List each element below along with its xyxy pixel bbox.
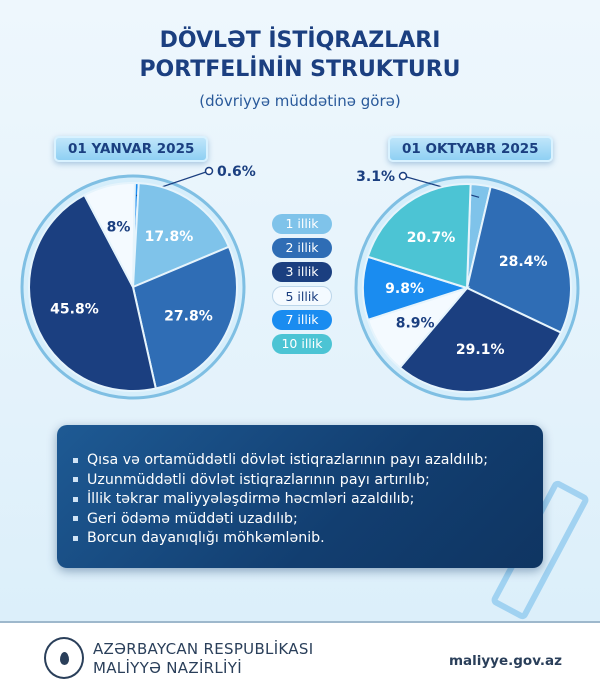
pie-slice-3-illik [28,193,158,392]
callout-dot [204,166,214,176]
org-line-2: MALİYYƏ NAZİRLİYİ [93,659,242,677]
legend-item: 5 illik [272,286,332,306]
legend-item: 10 illik [272,334,332,354]
state-emblem-icon [44,637,84,679]
pie-slice-1-illik [131,182,231,289]
data-label: 8% [107,219,131,235]
data-label: 20.7% [407,230,456,246]
pie-charts: 0.6% 17.8% 27.8% 45.8% 8% 3.1% 28.4% 29.1% 8.9% 9… [20,164,580,401]
pie-slice-2-illik [131,245,238,390]
pie-slice-3-illik [398,286,563,393]
pie-slice-10-illik [366,183,472,290]
bullet-item: Borcun dayanıqlığı möhkəmlənib. [73,529,543,549]
summary-box: Qısa və ortamüddətli dövlət istiqrazları… [57,425,543,568]
subtitle: (dövriyyə müddətinə görə) [199,92,401,110]
title-line-2: PORTFELİNİN STRUKTURU [139,57,461,82]
legend-item: 7 illik [272,310,332,330]
data-label: 29.1% [456,342,505,358]
right-chart-title: 01 OKTYABR 2025 [388,136,553,162]
pie-slice-5-illik [83,182,136,288]
pie-slice-2-illik [465,185,572,334]
bullet-item: İllik təkrar maliyyələşdirmə həcmləri az… [73,490,543,510]
website-link[interactable]: maliyye.gov.az [448,653,562,669]
data-label: 8.9% [396,316,435,332]
bullet-item: Uzunmüddətli dövlət istiqrazlarının payı… [73,471,543,491]
org-line-1: AZƏRBAYCAN RESPUBLİKASI [93,640,314,658]
title-line-1: DÖVLƏT İSTİQRAZLARI [159,28,441,53]
ministry-name: AZƏRBAYCAN RESPUBLİKASI MALİYYƏ NAZİRLİY… [93,640,313,678]
callout-dot [398,171,408,181]
bullet-item: Qısa və ortamüddətli dövlət istiqrazları… [73,451,543,471]
legend-item: 3 illik [272,262,332,282]
data-label: 3.1% [356,169,395,185]
footer: AZƏRBAYCAN RESPUBLİKASI MALİYYƏ NAZİRLİY… [0,621,600,692]
bullet-item: Geri ödəmə müddəti uzadılıb; [73,510,543,530]
legend: 1 illik 2 illik 3 illik 5 illik 7 illik 10 il… [272,214,332,358]
legend-item: 2 illik [272,238,332,258]
data-label: 9.8% [385,281,424,297]
data-label: 28.4% [499,254,548,270]
data-label: 27.8% [164,309,213,325]
left-chart-title: 01 YANVAR 2025 [54,136,209,162]
legend-item: 1 illik [272,214,332,234]
data-label: 0.6% [217,164,256,180]
data-label: 17.8% [145,229,194,245]
page-title: DÖVLƏT İSTİQRAZLARI PORTFELİNİN STRUKTUR… [0,26,600,84]
data-label: 45.8% [50,302,99,318]
